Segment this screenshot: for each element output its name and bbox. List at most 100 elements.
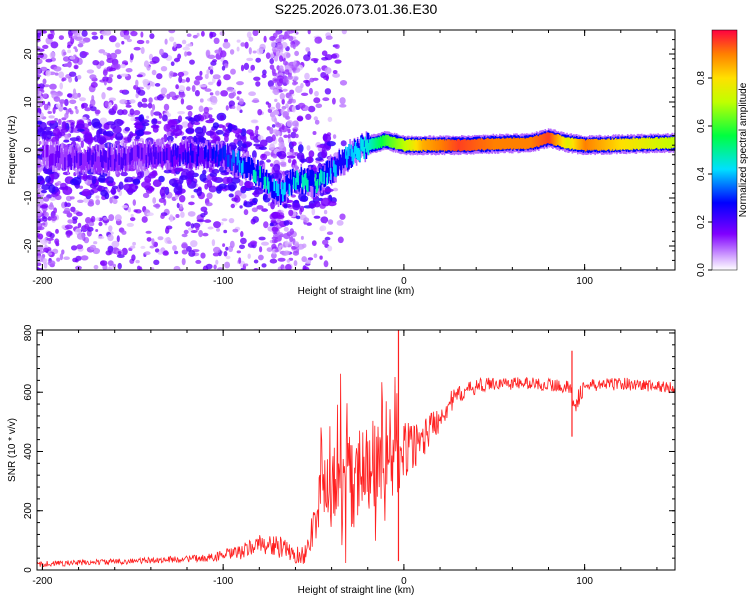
ridge-cell (185, 152, 188, 169)
ridge-cell (234, 156, 236, 173)
noise-blob (288, 30, 294, 34)
ridge-cell (153, 151, 155, 168)
noise-blob (56, 257, 61, 262)
noise-blob (238, 98, 244, 105)
ridge-cell (101, 155, 103, 168)
noise-blob (69, 56, 76, 60)
noise-blob (78, 185, 84, 189)
noise-blob (66, 233, 71, 238)
noise-blob (101, 92, 106, 100)
ridge-cell (445, 140, 448, 152)
noise-blob (119, 99, 128, 105)
ridge-clutter-blob (211, 168, 220, 174)
ridge-cell (480, 138, 483, 149)
ridge-clutter-blob (140, 119, 150, 124)
ridge-cell (225, 153, 228, 170)
noise-blob (244, 41, 249, 49)
noise-blob (170, 61, 175, 66)
noise-blob (305, 259, 312, 265)
ridge-cell (210, 146, 213, 163)
noise-blob (274, 249, 280, 253)
noise-blob (66, 93, 73, 98)
noise-blob (213, 264, 217, 270)
noise-blob (157, 251, 163, 255)
noise-blob (77, 74, 82, 80)
ridge-cell (356, 148, 359, 161)
noise-blob (101, 30, 107, 36)
noise-blob (221, 218, 228, 222)
ridge-cell (297, 172, 299, 185)
ridge-cell (264, 176, 267, 189)
ridge-cell (438, 139, 440, 151)
noise-blob (213, 246, 221, 254)
ridge-cell (368, 139, 371, 151)
ridge-cell (175, 147, 178, 160)
ridge-cell (514, 138, 516, 150)
ridge-clutter-blob (327, 201, 337, 207)
ridge-clutter-blob (161, 186, 167, 190)
noise-blob (261, 241, 269, 246)
ridge-cell (56, 151, 59, 167)
ridge-cell (188, 152, 191, 169)
noise-blob (173, 58, 181, 62)
ridge-clutter-blob (98, 127, 103, 135)
ridge-cell (246, 162, 248, 178)
noise-blob (108, 67, 116, 72)
noise-blob (107, 234, 114, 242)
noise-blob (146, 237, 152, 242)
noise-blob (286, 259, 291, 263)
ridge-cell (442, 139, 445, 150)
ridge-cell (186, 152, 189, 165)
ridge-cell (223, 147, 226, 160)
ridge-cell (46, 144, 49, 157)
ridge-clutter-blob (205, 130, 215, 136)
noise-blob (323, 209, 328, 215)
ridge-cell (260, 166, 262, 183)
ridge-cell (493, 138, 496, 150)
ridge-cell (399, 138, 401, 150)
ridge-clutter-blob (298, 144, 304, 153)
noise-blob (56, 180, 62, 186)
ridge-cell (123, 147, 126, 160)
ridge-cell (667, 138, 669, 150)
noise-blob (130, 213, 134, 218)
ridge-cell (172, 151, 175, 168)
ridge-cell (199, 148, 202, 165)
noise-blob (133, 46, 141, 51)
noise-blob (247, 253, 251, 259)
ridge-clutter-blob (228, 193, 234, 198)
ridge-cell (262, 168, 265, 185)
ridge-cell (224, 150, 227, 167)
noise-blob (165, 227, 170, 234)
ridge-clutter-blob (242, 143, 247, 149)
noise-blob (306, 145, 311, 151)
noise-blob (148, 97, 153, 104)
noise-blob (160, 66, 168, 72)
noise-blob (178, 203, 183, 210)
ridge-cell (388, 136, 390, 147)
ridge-cell (487, 137, 489, 149)
ridge-clutter-blob (152, 179, 162, 187)
noise-blob (290, 43, 295, 48)
spectrogram-y-tick-label: 20 (23, 48, 34, 60)
noise-blob (243, 263, 249, 267)
ridge-cell (392, 136, 395, 148)
ridge-cell (141, 147, 143, 160)
noise-blob (279, 161, 287, 166)
ridge-cell (204, 147, 206, 160)
ridge-clutter-blob (166, 135, 174, 142)
noise-blob (100, 35, 104, 40)
noise-blob (278, 78, 284, 84)
ridge-cell (300, 167, 303, 184)
noise-blob (151, 104, 156, 111)
ridge-cell (207, 149, 209, 162)
ridge-cell (154, 152, 156, 165)
ridge-cell (237, 159, 240, 176)
noise-blob (246, 57, 254, 62)
ridge-cell (566, 137, 568, 149)
spectrogram-x-label: Height of straight line (km) (298, 286, 415, 297)
noise-blob (319, 225, 327, 232)
ridge-clutter-blob (168, 178, 178, 186)
noise-blob (71, 245, 78, 251)
ridge-cell (183, 143, 185, 160)
